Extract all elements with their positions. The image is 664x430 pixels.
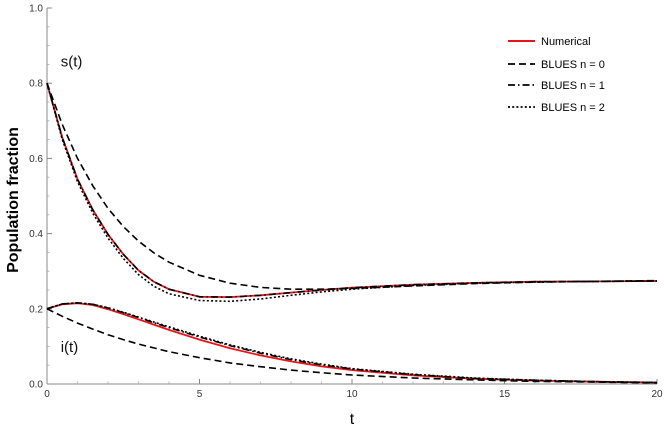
x-tick-label: 15 [499,389,511,400]
annotation-i: i(t) [61,339,79,356]
legend-label-blues-n0: BLUES n = 0 [541,59,605,71]
legend-lines [508,40,535,108]
axes: 0 5 10 15 20 0.0 0.2 0.4 0.6 0.8 1.0 [29,4,663,401]
y-axis-title: Population fraction [5,127,22,273]
legend-label-blues-n1: BLUES n = 1 [541,80,605,92]
y-tick-label: 0.0 [29,380,43,391]
x-tick-label: 20 [651,389,663,400]
y-tick-label: 0.8 [29,79,43,90]
annotations-layer: s(t) i(t) [61,53,83,356]
y-tick-label: 1.0 [29,4,43,15]
x-tick-label: 10 [346,389,358,400]
series-line-numerical-i [46,302,658,384]
legend-label-numerical: Numerical [541,36,591,48]
x-axis-title: t [350,411,355,428]
legend-background [494,30,644,116]
series-layer [46,82,658,384]
series-line-blues-n-0-i [46,308,658,384]
legend: Numerical BLUES n = 0 BLUES n = 1 BLUES … [494,30,644,116]
x-tick-label: 0 [44,389,50,400]
series-line-blues-n-2-i [46,302,658,384]
x-tick-label: 5 [197,389,203,400]
series-line-blues-n-2-s [46,82,658,303]
y-tick-label: 0.2 [29,304,43,315]
legend-label-blues-n2: BLUES n = 2 [541,102,605,114]
y-tick-label: 0.6 [29,154,43,165]
y-tick-label: 0.4 [29,229,43,240]
annotation-s: s(t) [61,53,83,70]
